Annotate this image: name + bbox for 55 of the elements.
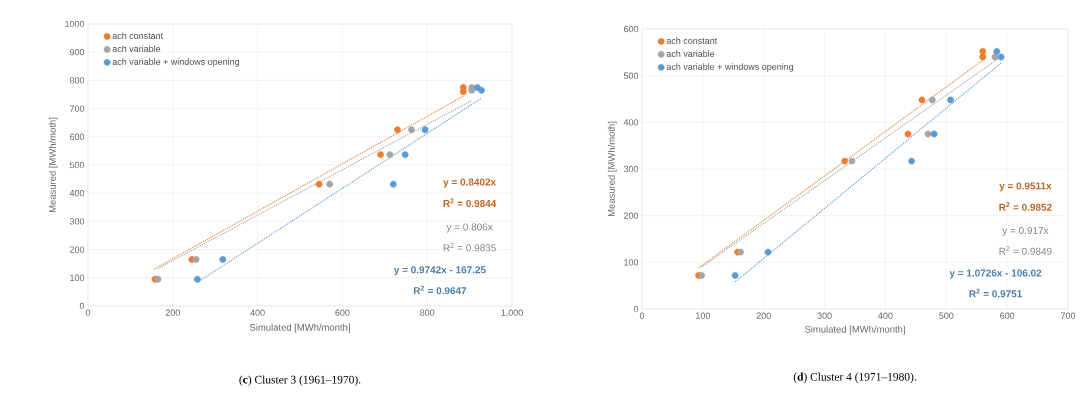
annotation: R$^{2}$ = 0.9849 [999, 246, 1052, 255]
y-tick-label: 500 [69, 161, 85, 169]
annotation: R$^{2}$ = 0.9647 [413, 285, 467, 295]
x-tick-label: 0 [639, 312, 645, 319]
x-tick-label: 0 [85, 309, 91, 316]
y-tick-label: 700 [69, 105, 85, 112]
legend-label: ach variable + windows opening [112, 58, 240, 67]
legend-label: ach variable [112, 45, 161, 52]
legend-label: ach constant [666, 37, 718, 44]
y-tick-label: 200 [623, 212, 639, 219]
legend-label: ach variable + windows opening [666, 63, 794, 72]
y-tick-label: 300 [623, 165, 639, 173]
annotation: y = 0.8402x [443, 178, 496, 188]
x-tick-label: 1,000 [501, 309, 523, 317]
x-tick-label: 200 [756, 312, 771, 319]
y-tick-label: 600 [623, 25, 639, 33]
text: (d) Cluster 4 (1971–1980). [793, 372, 916, 384]
y-tick-label: 300 [69, 218, 85, 225]
y-tick-label: 1000 [65, 20, 85, 28]
x-tick-label: 600 [1000, 312, 1015, 319]
y-tick-label: 600 [69, 133, 85, 140]
annotation: R$^{2}$ = 0.9835 [443, 242, 496, 252]
x-tick-label: 100 [696, 312, 710, 319]
x-tick-label: 200 [165, 309, 180, 316]
x-tick-label: 600 [335, 309, 350, 316]
x-tick-label: 400 [250, 309, 265, 316]
y-tick-label: 800 [69, 77, 85, 84]
x-tick-label: 400 [878, 312, 893, 319]
annotation: y = 0.9511x [999, 182, 1052, 192]
x-tick-label: 800 [420, 309, 435, 316]
x-axis-title: Simulated [MWh/month] [804, 325, 905, 335]
annotation: y = 0.917x [1002, 226, 1049, 236]
y-tick-label: 500 [623, 72, 639, 79]
y-axis-title: Measured [MWh/moth] [48, 117, 58, 213]
y-tick-label: 400 [69, 190, 85, 197]
y-tick-label: 900 [69, 49, 85, 56]
x-tick-label: 500 [939, 312, 954, 319]
annotation: R$^{2}$ = 0.9751 [969, 288, 1022, 298]
x-tick-label: 300 [817, 312, 832, 319]
legend-label: ach variable [666, 50, 715, 57]
y-tick-label: 400 [623, 119, 639, 126]
y-tick-label: 0 [79, 302, 85, 310]
x-tick-label: 700 [1060, 312, 1076, 319]
x-axis-title: Simulated [MWh/month] [249, 323, 350, 333]
y-tick-label: 100 [70, 274, 85, 281]
y-tick-label: 100 [624, 259, 639, 266]
annotation: y = 0.9742x - 167.25 [393, 266, 486, 276]
text: (c) Cluster 3 (1961–1970). [239, 375, 361, 386]
annotation: R$^{2}$ = 0.9852 [999, 202, 1052, 211]
annotation: R$^{2}$ = 0.9844 [443, 198, 497, 208]
y-axis-title: Measured [MWh/moth] [607, 121, 617, 217]
annotation: y = 0.806x [446, 223, 493, 233]
y-tick-label: 200 [69, 246, 85, 253]
annotation: y = 1.0726x - 106.02 [949, 269, 1042, 279]
legend-label: ach constant [112, 32, 164, 39]
